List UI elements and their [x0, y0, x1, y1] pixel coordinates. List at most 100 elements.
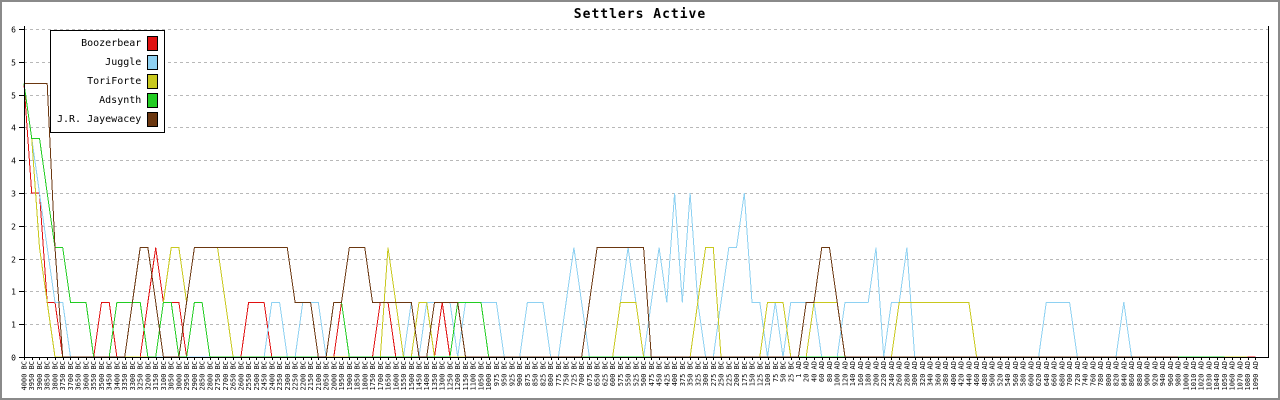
x-tick-label: 880 AD — [1136, 361, 1144, 386]
x-tick-label: 2100 BC — [315, 361, 323, 391]
x-tick-label: 420 AD — [958, 361, 966, 386]
x-tick-label: 1000 BC — [485, 361, 493, 391]
x-tick-label: 4000 BC — [21, 361, 29, 391]
x-tick-label: 1700 BC — [377, 361, 385, 391]
x-tick-label: 3250 BC — [137, 361, 145, 391]
x-tick-label: 3150 BC — [152, 361, 160, 391]
x-tick-label: 820 AD — [1113, 361, 1121, 386]
x-tick-label: 3500 BC — [98, 361, 106, 391]
x-tick-label: 2200 BC — [299, 361, 307, 391]
x-tick-label: 240 AD — [888, 361, 896, 386]
x-tick-label: 550 BC — [625, 361, 633, 386]
x-tick-label: 1950 BC — [338, 361, 346, 391]
x-axis: 4000 BC 3950 BC 3900 BC 3850 BC 3800 BC 3750 … — [21, 357, 1260, 391]
y-tick-label: 3 — [11, 190, 16, 199]
x-tick-label: 1200 BC — [454, 361, 462, 391]
y-tick-label: 4 — [11, 124, 16, 133]
x-tick-label: 100 BC — [764, 361, 772, 386]
x-tick-label: 600 BC — [609, 361, 617, 386]
x-tick-label: 1500 BC — [408, 361, 416, 391]
x-tick-label: 300 BC — [702, 361, 710, 386]
x-tick-label: 375 BC — [679, 361, 687, 386]
x-tick-label: 1000 AD — [1182, 361, 1190, 391]
x-tick-label: 140 AD — [849, 361, 857, 386]
series-line-toriforte — [23, 83, 1248, 358]
x-tick-label: 2050 BC — [323, 361, 331, 391]
x-tick-label: 575 BC — [617, 361, 625, 386]
x-tick-label: 450 BC — [656, 361, 664, 386]
x-tick-label: 440 AD — [965, 361, 973, 386]
x-tick-label: 80 AD — [826, 361, 834, 382]
x-tick-label: 2350 BC — [276, 361, 284, 391]
x-tick-label: 1100 BC — [470, 361, 478, 391]
x-tick-label: 920 AD — [1151, 361, 1159, 386]
x-tick-label: 540 AD — [1004, 361, 1012, 386]
x-tick-label: 1400 BC — [423, 361, 431, 391]
plot-frame — [24, 26, 1269, 358]
x-tick-label: 3550 BC — [90, 361, 98, 391]
x-tick-label: 2250 BC — [292, 361, 300, 391]
x-tick-label: 280 AD — [903, 361, 911, 386]
y-tick-label: 5 — [11, 92, 16, 101]
x-tick-label: 1850 BC — [354, 361, 362, 391]
legend-label: J.R. Jayewacey — [57, 114, 142, 125]
legend-item-boozerbear: Boozerbear — [57, 34, 159, 53]
x-tick-label: 25 BC — [787, 361, 795, 382]
x-tick-label: 3450 BC — [106, 361, 114, 391]
x-tick-label: 360 AD — [934, 361, 942, 386]
x-tick-label: 3650 BC — [75, 361, 83, 391]
x-tick-label: 200 AD — [872, 361, 880, 386]
y-axis: 0 1 1 2 2 3 4 4 5 5 6 — [11, 26, 25, 363]
x-tick-label: 2950 BC — [183, 361, 191, 391]
y-tick-label: 0 — [11, 354, 16, 363]
x-tick-label: 3200 BC — [144, 361, 152, 391]
legend-swatch — [147, 112, 159, 127]
x-tick-label: 1070 AD — [1236, 361, 1244, 391]
y-tick-label: 2 — [11, 256, 16, 265]
x-tick-label: 520 AD — [996, 361, 1004, 386]
x-tick-label: 380 AD — [942, 361, 950, 386]
series-line-juggle — [23, 83, 1171, 358]
y-tick-label: 4 — [11, 157, 16, 166]
x-tick-label: 1550 BC — [400, 361, 408, 391]
x-tick-label: 1150 BC — [462, 361, 470, 391]
legend-item-adsynth: Adsynth — [57, 91, 159, 110]
x-tick-label: 2300 BC — [284, 361, 292, 391]
x-tick-label: 350 BC — [687, 361, 695, 386]
y-tick-label: 2 — [11, 223, 16, 232]
x-tick-label: 3300 BC — [129, 361, 137, 391]
x-tick-label: 3700 BC — [67, 361, 75, 391]
x-tick-label: 2900 BC — [191, 361, 199, 391]
x-tick-label: 500 AD — [989, 361, 997, 386]
x-tick-label: 2150 BC — [307, 361, 315, 391]
x-tick-label: 675 BC — [586, 361, 594, 386]
x-tick-label: 2800 BC — [206, 361, 214, 391]
x-tick-label: 3800 BC — [51, 361, 59, 391]
x-tick-label: 300 AD — [911, 361, 919, 386]
x-tick-label: 260 AD — [896, 361, 904, 386]
x-tick-label: 480 AD — [981, 361, 989, 386]
legend-swatch — [147, 55, 159, 70]
x-tick-label: 120 AD — [841, 361, 849, 386]
x-tick-label: 775 BC — [555, 361, 563, 386]
x-tick-label: 1900 BC — [346, 361, 354, 391]
legend-label: Boozerbear — [81, 38, 142, 49]
x-tick-label: 1350 BC — [431, 361, 439, 391]
x-tick-label: 250 BC — [718, 361, 726, 386]
x-tick-label: 2450 BC — [261, 361, 269, 391]
x-tick-label: 1300 BC — [439, 361, 447, 391]
legend-label: ToriForte — [87, 76, 142, 87]
x-tick-label: 680 AD — [1058, 361, 1066, 386]
x-tick-label: 875 BC — [524, 361, 532, 386]
x-tick-label: 600 AD — [1027, 361, 1035, 386]
x-tick-label: 560 AD — [1012, 361, 1020, 386]
legend-item-juggle: Juggle — [57, 53, 159, 72]
y-tick-label: 1 — [11, 321, 16, 330]
x-tick-label: 340 AD — [927, 361, 935, 386]
x-tick-label: 1750 BC — [369, 361, 377, 391]
x-tick-label: 325 BC — [694, 361, 702, 386]
series-line-j-r-jayewacey — [24, 83, 1178, 358]
x-tick-label: 2550 BC — [245, 361, 253, 391]
